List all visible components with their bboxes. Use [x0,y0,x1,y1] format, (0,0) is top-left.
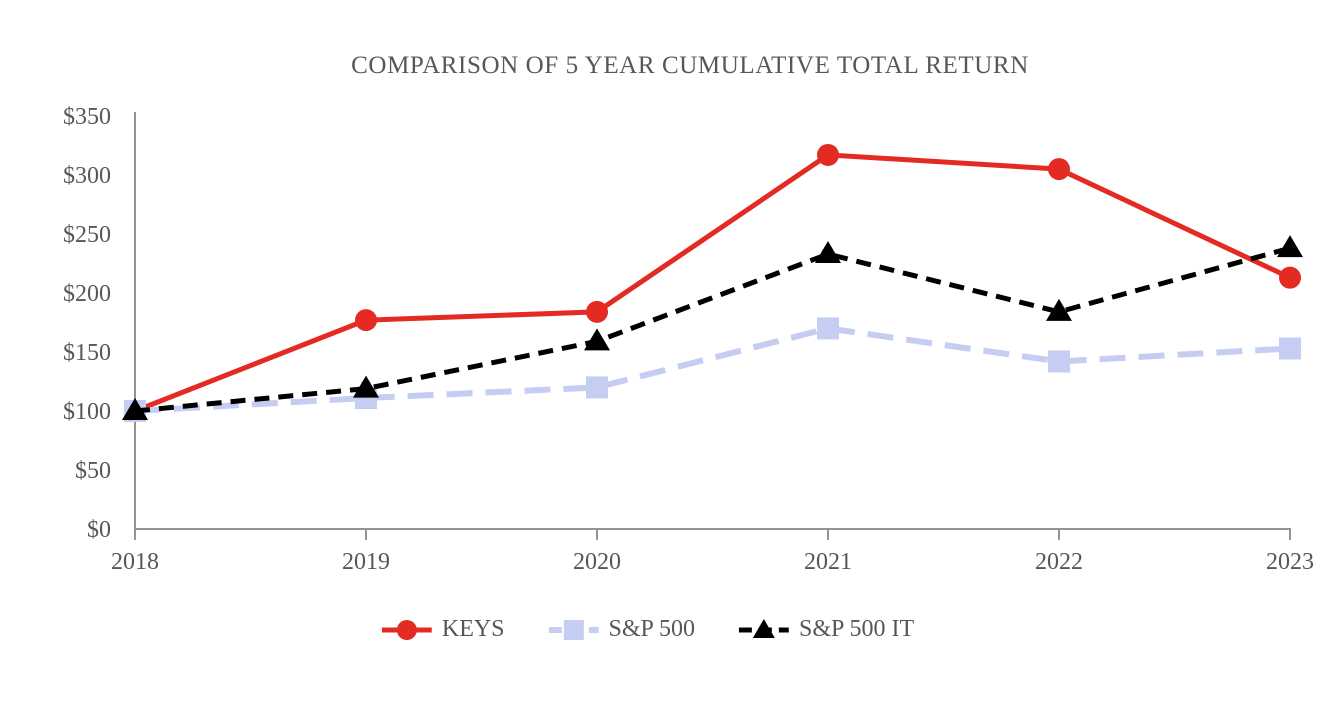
y-axis-tick-label: $50 [75,458,111,484]
legend-label-s-p-500: S&P 500 [608,616,696,642]
x-axis-tick-label: 2023 [1266,549,1314,575]
x-axis-tick-label: 2022 [1035,549,1083,575]
y-axis-tick-label: $350 [63,104,111,130]
data-point-triangle [815,241,841,264]
data-point-circle [817,143,839,166]
data-point-circle [586,300,608,323]
y-axis-tick-label: $250 [63,222,111,248]
data-point-triangle [1046,298,1072,321]
legend-triangle [753,618,776,638]
data-point-triangle [1277,235,1303,258]
y-axis-tick-label: $200 [63,281,111,307]
data-point-square [1279,337,1301,360]
y-axis-tick-label: $100 [63,399,111,425]
series-keys [124,143,1301,422]
legend-item-keys: KEYS [381,616,505,643]
series-s-p-500-it [122,235,1303,420]
data-point-triangle [122,398,148,420]
x-axis-tick-label: 2021 [804,549,852,575]
legend-marker-square-icon [548,619,599,640]
data-point-circle [1279,266,1301,289]
data-point-square [817,317,839,340]
data-point-triangle [353,375,379,398]
chart-title: COMPARISON OF 5 YEAR CUMULATIVE TOTAL RE… [351,52,1029,79]
series-line-s-p-500-it [134,245,1291,414]
data-point-square [1048,350,1070,373]
series-line-keys [134,152,1292,414]
chart-legend: KEYS S&P 500 S&P 500 IT [381,616,914,643]
y-axis-tick-label: $300 [63,163,111,189]
data-point-triangle [584,328,610,351]
legend-circle [396,619,417,640]
y-axis-tick-label: $150 [63,340,111,366]
x-axis-tick-label: 2019 [342,549,390,575]
data-point-square [586,376,608,399]
data-point-circle [355,309,377,332]
data-point-circle [1048,158,1070,181]
legend-square [563,619,584,640]
x-axis-tick-label: 2018 [111,549,159,575]
x-axis-tick-label: 2020 [573,549,621,575]
legend-marker-triangle-icon [739,618,790,638]
legend-marker-circle-icon [381,619,432,640]
legend-item-s-p-500: S&P 500 [548,616,696,643]
legend-item-s-p-500-it: S&P 500 IT [739,616,914,643]
series-s-p-500 [124,317,1301,422]
y-axis-tick-label: $0 [87,517,111,543]
legend-label-s-p-500-it: S&P 500 IT [799,616,915,642]
legend-label-keys: KEYS [441,616,505,642]
